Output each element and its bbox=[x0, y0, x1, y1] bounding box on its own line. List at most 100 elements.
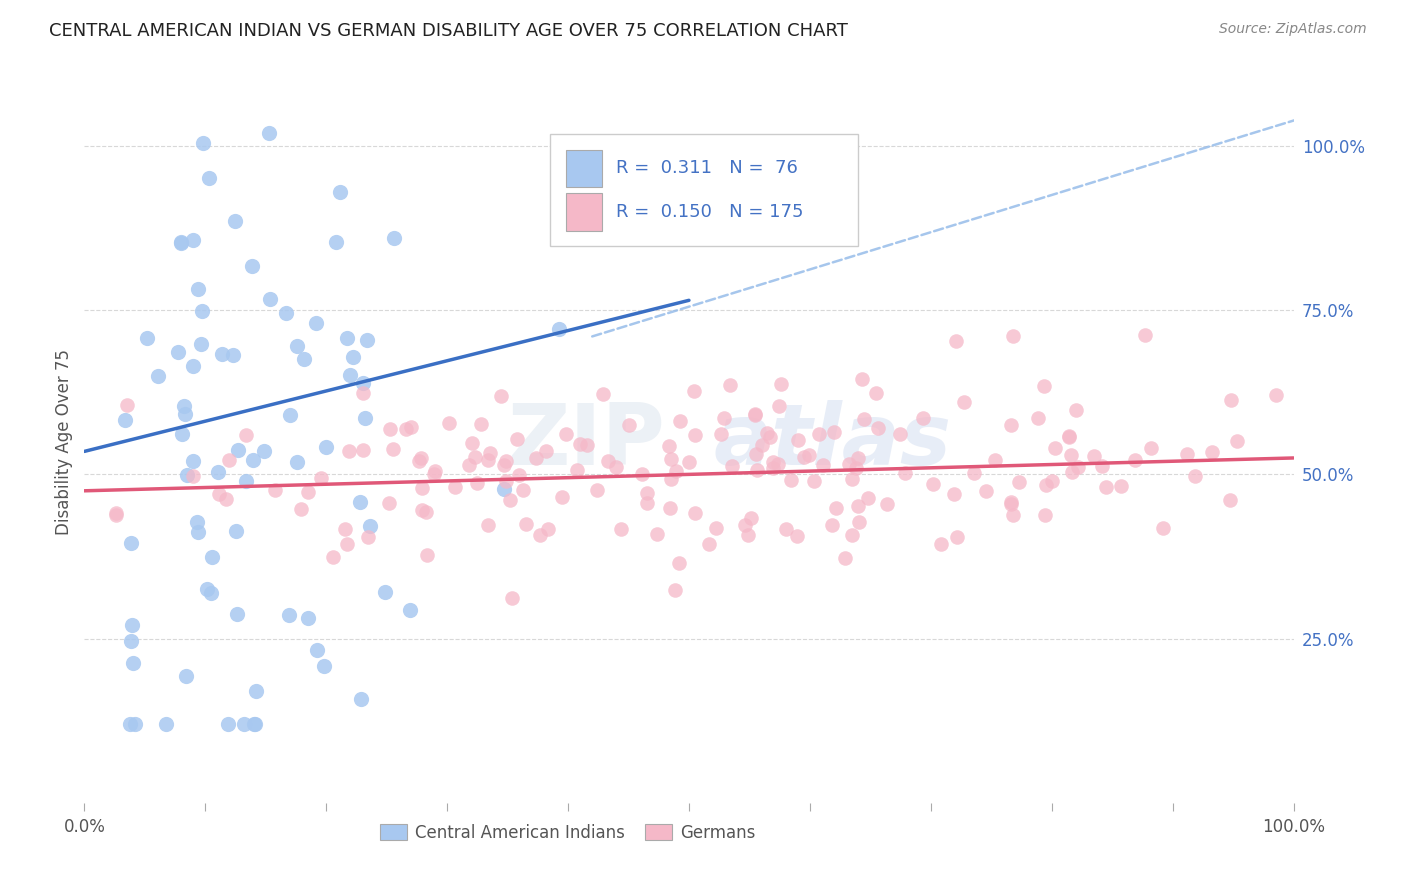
Text: CENTRAL AMERICAN INDIAN VS GERMAN DISABILITY AGE OVER 75 CORRELATION CHART: CENTRAL AMERICAN INDIAN VS GERMAN DISABI… bbox=[49, 22, 848, 40]
Point bbox=[768, 400, 790, 414]
Point bbox=[668, 557, 690, 571]
Point bbox=[120, 634, 142, 648]
Point bbox=[659, 452, 682, 467]
Point bbox=[1133, 327, 1156, 342]
Point bbox=[235, 474, 257, 488]
Y-axis label: Disability Age Over 75: Disability Age Over 75 bbox=[55, 349, 73, 534]
Point bbox=[191, 136, 214, 150]
Point bbox=[713, 411, 735, 425]
Point bbox=[174, 669, 197, 683]
Point bbox=[439, 416, 461, 430]
Point bbox=[136, 331, 159, 345]
Point bbox=[554, 427, 576, 442]
Point bbox=[665, 465, 688, 479]
Point bbox=[444, 480, 467, 494]
Point bbox=[912, 410, 935, 425]
Point bbox=[225, 524, 247, 538]
Point bbox=[211, 346, 233, 360]
Point bbox=[865, 385, 887, 400]
Point bbox=[122, 656, 145, 670]
Point bbox=[976, 483, 998, 498]
Point bbox=[124, 716, 146, 731]
Point bbox=[866, 421, 889, 435]
Point bbox=[745, 463, 768, 477]
Point bbox=[710, 427, 733, 442]
Point bbox=[354, 410, 377, 425]
Point bbox=[740, 510, 762, 524]
Point bbox=[170, 427, 193, 442]
Point bbox=[290, 502, 312, 516]
Point bbox=[1040, 474, 1063, 488]
Point bbox=[565, 463, 588, 477]
Point bbox=[264, 483, 287, 497]
Point bbox=[1057, 428, 1080, 442]
Point bbox=[1000, 495, 1022, 509]
Point bbox=[734, 518, 756, 533]
Point bbox=[105, 506, 128, 520]
Point bbox=[1083, 450, 1105, 464]
Bar bbox=[565, 193, 602, 230]
Point bbox=[226, 443, 249, 458]
Point bbox=[824, 425, 846, 439]
Point bbox=[1033, 379, 1056, 393]
Point bbox=[356, 333, 378, 347]
Point bbox=[598, 454, 620, 468]
Point bbox=[1140, 441, 1163, 455]
Point bbox=[408, 453, 430, 467]
Point bbox=[744, 409, 766, 423]
Point bbox=[787, 434, 810, 448]
Point bbox=[395, 421, 418, 435]
Point bbox=[664, 583, 686, 598]
Point bbox=[218, 453, 240, 467]
Point bbox=[114, 413, 136, 427]
Point bbox=[508, 467, 530, 482]
Point bbox=[808, 427, 831, 442]
Point bbox=[1000, 497, 1022, 511]
Point bbox=[1152, 521, 1174, 535]
Point bbox=[285, 339, 308, 353]
Point bbox=[307, 643, 329, 657]
Point bbox=[176, 468, 198, 483]
Point bbox=[846, 450, 869, 465]
Point bbox=[278, 408, 301, 422]
Point bbox=[526, 450, 548, 465]
Point bbox=[893, 467, 915, 481]
Point bbox=[1064, 403, 1087, 417]
Point bbox=[173, 399, 195, 413]
Point bbox=[337, 443, 360, 458]
Point bbox=[797, 448, 820, 462]
Point bbox=[197, 171, 219, 186]
Point bbox=[720, 458, 742, 473]
Point bbox=[201, 550, 224, 565]
Text: atlas: atlas bbox=[713, 400, 952, 483]
Point bbox=[155, 717, 177, 731]
Point bbox=[550, 490, 572, 504]
Point bbox=[501, 591, 523, 605]
Point bbox=[942, 487, 965, 501]
Point bbox=[585, 483, 607, 498]
Point bbox=[575, 438, 598, 452]
Bar bbox=[550, 135, 858, 246]
Point bbox=[399, 420, 422, 434]
Point bbox=[758, 429, 780, 443]
Point bbox=[848, 515, 870, 529]
Bar bbox=[565, 150, 602, 187]
Point bbox=[359, 519, 381, 533]
Point bbox=[253, 444, 276, 458]
Point bbox=[515, 516, 537, 531]
Point bbox=[170, 235, 193, 250]
Point bbox=[658, 439, 681, 453]
Point bbox=[378, 422, 401, 436]
Point bbox=[1008, 475, 1031, 489]
Point bbox=[233, 717, 256, 731]
Point bbox=[1060, 448, 1083, 462]
Point bbox=[678, 455, 700, 469]
Point bbox=[946, 530, 969, 544]
Point bbox=[333, 522, 356, 536]
Point bbox=[821, 518, 844, 533]
Point bbox=[325, 235, 347, 250]
Point bbox=[1219, 392, 1241, 407]
Point bbox=[409, 451, 432, 466]
Point bbox=[1109, 479, 1132, 493]
Point bbox=[423, 464, 446, 478]
